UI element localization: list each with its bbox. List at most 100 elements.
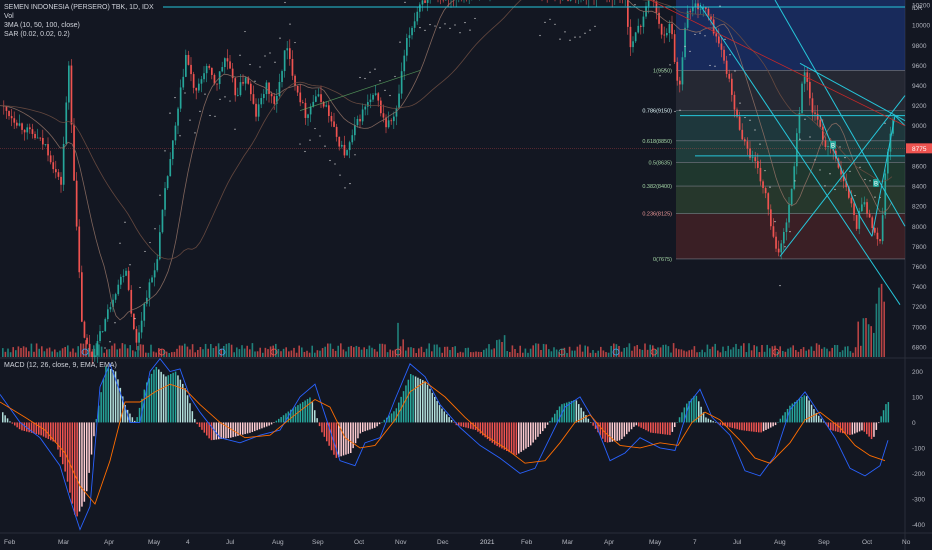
- volume-bar: [540, 349, 542, 357]
- sar-dot: [249, 63, 251, 66]
- sar-dot: [259, 66, 261, 68]
- macd-histogram-bar: [650, 422, 652, 433]
- volume-bar: [431, 351, 433, 357]
- macd-histogram-bar: [270, 422, 273, 425]
- candle-body: [697, 3, 699, 10]
- volume-bar: [350, 345, 352, 357]
- candle-body: [299, 92, 302, 103]
- macd-histogram-bar: [160, 371, 162, 423]
- macd-histogram-bar: [467, 422, 470, 429]
- volume-bar: [800, 349, 802, 357]
- macd-histogram-bar: [628, 422, 630, 432]
- candle-body: [135, 329, 138, 343]
- candle-body: [681, 57, 684, 85]
- volume-bar: [295, 352, 298, 357]
- volume-bar: [527, 352, 529, 357]
- sar-dot: [764, 170, 766, 172]
- sar-dot: [754, 129, 756, 131]
- candle-body: [382, 113, 385, 118]
- macd-histogram-bar: [191, 411, 194, 423]
- sar-dot: [389, 94, 391, 97]
- candle-body: [798, 112, 801, 134]
- candle-body: [874, 228, 876, 233]
- trendline: [859, 215, 873, 237]
- macd-histogram-bar: [875, 422, 878, 430]
- candle-body: [52, 162, 55, 170]
- macd-histogram-bar: [870, 422, 873, 440]
- candle-body: [96, 341, 99, 356]
- candle-body: [112, 299, 114, 308]
- candle-body: [801, 83, 803, 113]
- candle-body: [426, 0, 429, 3]
- macd-histogram-bar: [100, 392, 102, 423]
- volume-bar: [545, 344, 547, 357]
- volume-bar: [98, 344, 100, 357]
- candle-body: [702, 6, 705, 9]
- macd-histogram-bar: [388, 415, 390, 423]
- volume-bar: [782, 350, 784, 357]
- volume-bar: [12, 347, 14, 357]
- volume-bar: [207, 348, 209, 357]
- sar-dot: [424, 29, 426, 32]
- candle-body: [195, 87, 198, 91]
- candle-body: [741, 129, 744, 140]
- macd-histogram-bar: [83, 422, 86, 502]
- volume-bar: [238, 349, 241, 357]
- volume-bar: [181, 345, 183, 357]
- volume-bar: [67, 345, 69, 357]
- volume-bar: [334, 350, 337, 357]
- macd-histogram-bar: [580, 407, 582, 423]
- macd-histogram-bar: [268, 422, 270, 426]
- volume-bar: [124, 344, 126, 357]
- macd-histogram-bar: [59, 422, 62, 457]
- sar-dot: [179, 135, 181, 137]
- macd-histogram-bar: [114, 371, 117, 423]
- macd-histogram-bar: [335, 422, 338, 458]
- time-tick-label: Apr: [104, 539, 115, 546]
- candle-body: [198, 83, 200, 91]
- sar-dot: [694, 33, 696, 36]
- volume-bar: [25, 347, 27, 357]
- sar-dot: [539, 34, 541, 37]
- volume-bar: [750, 350, 753, 357]
- volume-bar: [737, 349, 740, 357]
- macd-histogram-bar: [532, 422, 534, 443]
- candle-body: [413, 21, 416, 28]
- macd-histogram-bar: [424, 381, 426, 423]
- candle-body: [10, 116, 13, 119]
- time-tick-label: Feb: [521, 539, 533, 546]
- volume-bar: [878, 287, 880, 357]
- candle-body: [276, 95, 278, 104]
- sar-dot: [749, 119, 751, 121]
- volume-bar: [61, 348, 64, 357]
- candle-body: [403, 55, 406, 72]
- macd-histogram-bar: [489, 422, 491, 441]
- macd-histogram-bar: [837, 422, 839, 432]
- macd-histogram-bar: [45, 422, 47, 438]
- candle-body: [328, 105, 330, 116]
- macd-histogram-bar: [242, 422, 244, 435]
- volume-bar: [641, 349, 644, 357]
- candle-body: [73, 124, 75, 181]
- candle-body: [317, 94, 320, 97]
- candle-body: [211, 67, 213, 75]
- sar-dot: [884, 122, 886, 124]
- volume-bar: [288, 351, 290, 357]
- macd-histogram-bar: [66, 422, 69, 482]
- macd-histogram-bar: [251, 422, 254, 433]
- candle-body: [224, 58, 226, 68]
- sar-dot: [184, 92, 186, 94]
- volume-bar: [519, 345, 521, 357]
- macd-histogram-bar: [846, 422, 849, 435]
- macd-tick-label: -100: [912, 445, 925, 452]
- macd-histogram-bar: [582, 411, 585, 423]
- candle-body: [640, 25, 642, 27]
- candle-body: [647, 0, 650, 7]
- sar-dot: [374, 68, 376, 70]
- volume-bar: [839, 352, 841, 357]
- macd-histogram-bar: [774, 422, 777, 426]
- candle-body: [234, 78, 237, 96]
- macd-histogram-bar: [225, 422, 227, 439]
- sar-dot: [319, 135, 321, 137]
